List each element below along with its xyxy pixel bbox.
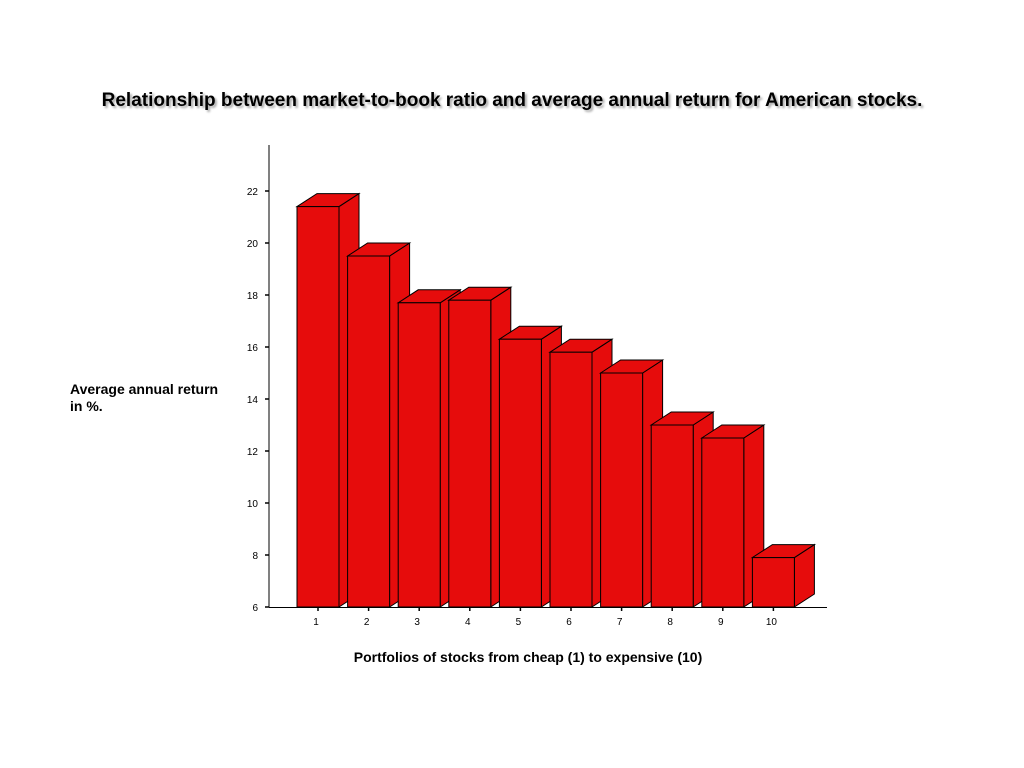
x-tick-label: 10 <box>766 617 778 628</box>
bar-front <box>751 557 795 608</box>
y-axis-label: Average annual return in %. <box>70 381 219 414</box>
bars <box>295 192 817 608</box>
x-tick-label: 3 <box>414 617 420 628</box>
bar-front <box>397 302 441 608</box>
bar-front <box>549 351 593 608</box>
bar-front <box>701 437 745 608</box>
bar-front <box>600 372 644 608</box>
y-tick-label: 8 <box>252 551 258 562</box>
bar-front <box>650 424 694 608</box>
x-tick-label: 1 <box>313 617 319 628</box>
x-tick-label: 9 <box>718 617 724 628</box>
bar-10 <box>750 543 817 608</box>
x-tick-label: 4 <box>465 617 471 628</box>
bar-5 <box>497 325 564 608</box>
y-tick-label: 10 <box>247 499 259 510</box>
y-tick-label: 14 <box>247 395 259 406</box>
x-tick-label: 5 <box>516 617 522 628</box>
y-tick-label: 20 <box>247 239 259 250</box>
x-axis-label: Portfolios of stocks from cheap (1) to e… <box>353 649 703 665</box>
chart-title: Relationship between market-to-book rati… <box>101 90 923 111</box>
x-tick-label: 2 <box>364 617 370 628</box>
y-tick-label: 22 <box>247 187 259 198</box>
y-tick-label: 6 <box>252 603 258 614</box>
bar-front <box>347 255 391 608</box>
bar-front <box>448 299 492 608</box>
bar-front <box>498 338 542 608</box>
x-tick-label: 8 <box>667 617 673 628</box>
y-tick-label: 12 <box>247 447 259 458</box>
x-tick-label: 7 <box>617 617 623 628</box>
y-tick-label: 18 <box>247 291 259 302</box>
x-tick-label: 6 <box>566 617 572 628</box>
bar-front <box>296 206 340 608</box>
y-tick-label: 16 <box>247 343 259 354</box>
